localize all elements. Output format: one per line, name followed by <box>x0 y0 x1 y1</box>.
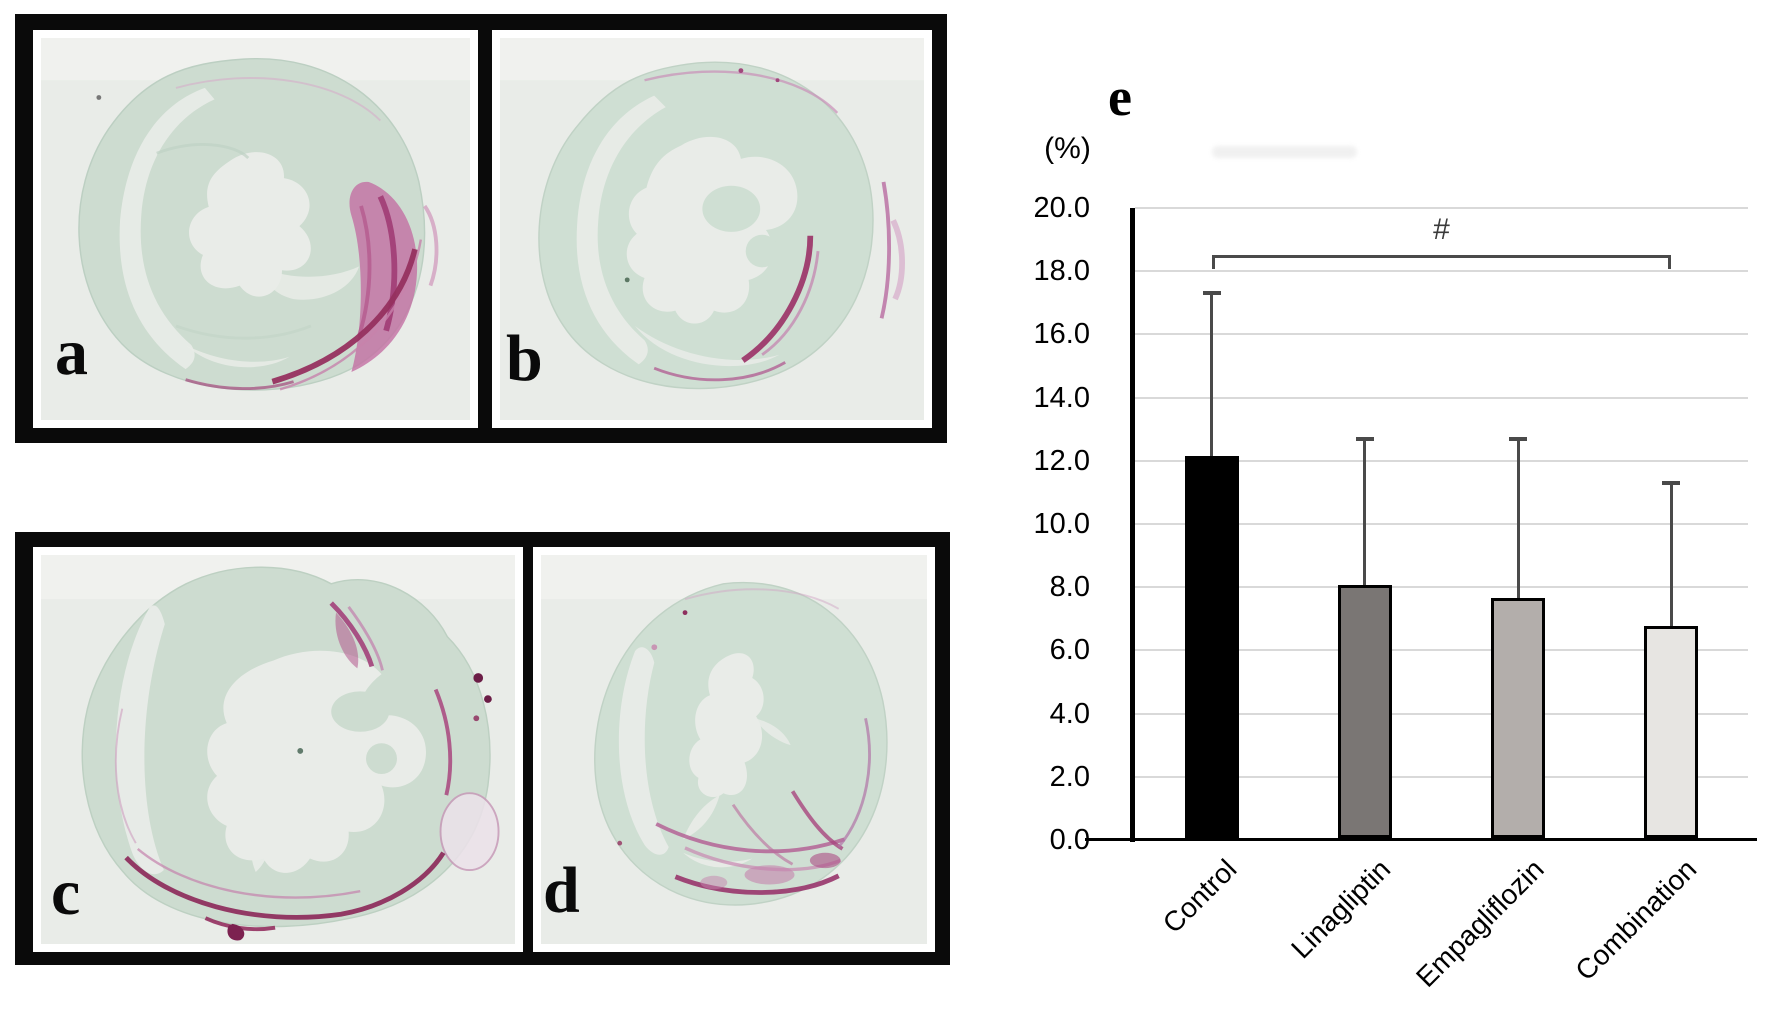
gridline-18 <box>1135 270 1748 273</box>
chart-plot: 0.0 2.0 4.0 6.0 8.0 10.0 12.0 14.0 16.0 18.0 20.0 C… <box>1034 192 1757 993</box>
bar-empagliflozin <box>1491 598 1546 838</box>
y-tick-label-10: 10.0 <box>1033 508 1090 540</box>
x-axis-label-combination: Combination <box>1569 853 1703 987</box>
y-tick-label-4: 4.0 <box>1049 697 1090 730</box>
significance-label: # <box>1433 213 1450 247</box>
x-axis-label-empagliflozin: Empagliflozin <box>1409 853 1550 993</box>
bar-combination <box>1644 626 1699 838</box>
gridline-20 <box>1135 207 1748 209</box>
heart-section-b-image <box>500 38 924 420</box>
error-cap-empagliflozin <box>1509 436 1528 441</box>
histology-panel-b: b <box>492 30 932 428</box>
y-tick-label-0: 0.0 <box>1049 824 1090 856</box>
heart-section-a-image <box>41 38 470 420</box>
x-axis-label-control: Control <box>1157 853 1243 940</box>
histology-panel-d: d <box>533 547 935 952</box>
error-cap-combination <box>1662 480 1681 485</box>
error-bar-combination <box>1669 482 1673 627</box>
error-bar-control <box>1210 293 1214 456</box>
y-tick-label-6: 6.0 <box>1049 634 1090 667</box>
gridline-10 <box>1135 523 1748 525</box>
gridline-4 <box>1135 712 1748 715</box>
histology-frame-bottom: c d <box>15 532 950 965</box>
bar-linagliptin <box>1337 585 1392 838</box>
gridline-12 <box>1135 459 1748 462</box>
error-cap-linagliptin <box>1355 436 1374 441</box>
gridline-14 <box>1135 396 1748 399</box>
significance-bracket-tick-right <box>1668 255 1672 270</box>
y-tick-label-8: 8.0 <box>1049 571 1090 604</box>
significance-bracket-tick-left <box>1211 255 1215 270</box>
panel-label-b: b <box>506 322 543 395</box>
heart-section-c-image <box>41 555 515 944</box>
y-tick-label-14: 14.0 <box>1033 381 1090 414</box>
error-bar-empagliflozin <box>1516 438 1520 598</box>
panel-label-a: a <box>55 316 88 389</box>
gridline-8 <box>1135 586 1748 589</box>
y-axis-unit-label: (%) <box>1044 132 1091 165</box>
scan-smudge <box>1212 146 1357 158</box>
significance-bracket-line <box>1211 255 1672 259</box>
y-tick-label-20: 20.0 <box>1033 192 1090 224</box>
y-tick-label-18: 18.0 <box>1033 255 1090 288</box>
y-axis-line <box>1130 208 1135 842</box>
x-axis-line <box>1085 838 1757 841</box>
histology-frame-top: a b <box>15 14 947 443</box>
panel-label-c: c <box>51 856 81 929</box>
gridline-6 <box>1135 649 1748 652</box>
gridline-16 <box>1135 333 1748 336</box>
error-cap-control <box>1202 291 1221 296</box>
y-tick-label-12: 12.0 <box>1033 444 1090 477</box>
error-bar-linagliptin <box>1363 438 1367 586</box>
panel-label-d: d <box>543 854 580 927</box>
panel-label-e: e <box>1108 67 1132 127</box>
bar-control <box>1184 456 1239 838</box>
y-tick-label-2: 2.0 <box>1049 760 1090 793</box>
heart-section-d-image <box>541 555 927 944</box>
x-axis-label-linagliptin: Linagliptin <box>1284 853 1397 965</box>
gridline-2 <box>1135 775 1748 778</box>
histology-panel-a: a <box>33 30 478 428</box>
histology-panel-c: c <box>33 547 523 952</box>
y-tick-label-16: 16.0 <box>1033 318 1090 351</box>
